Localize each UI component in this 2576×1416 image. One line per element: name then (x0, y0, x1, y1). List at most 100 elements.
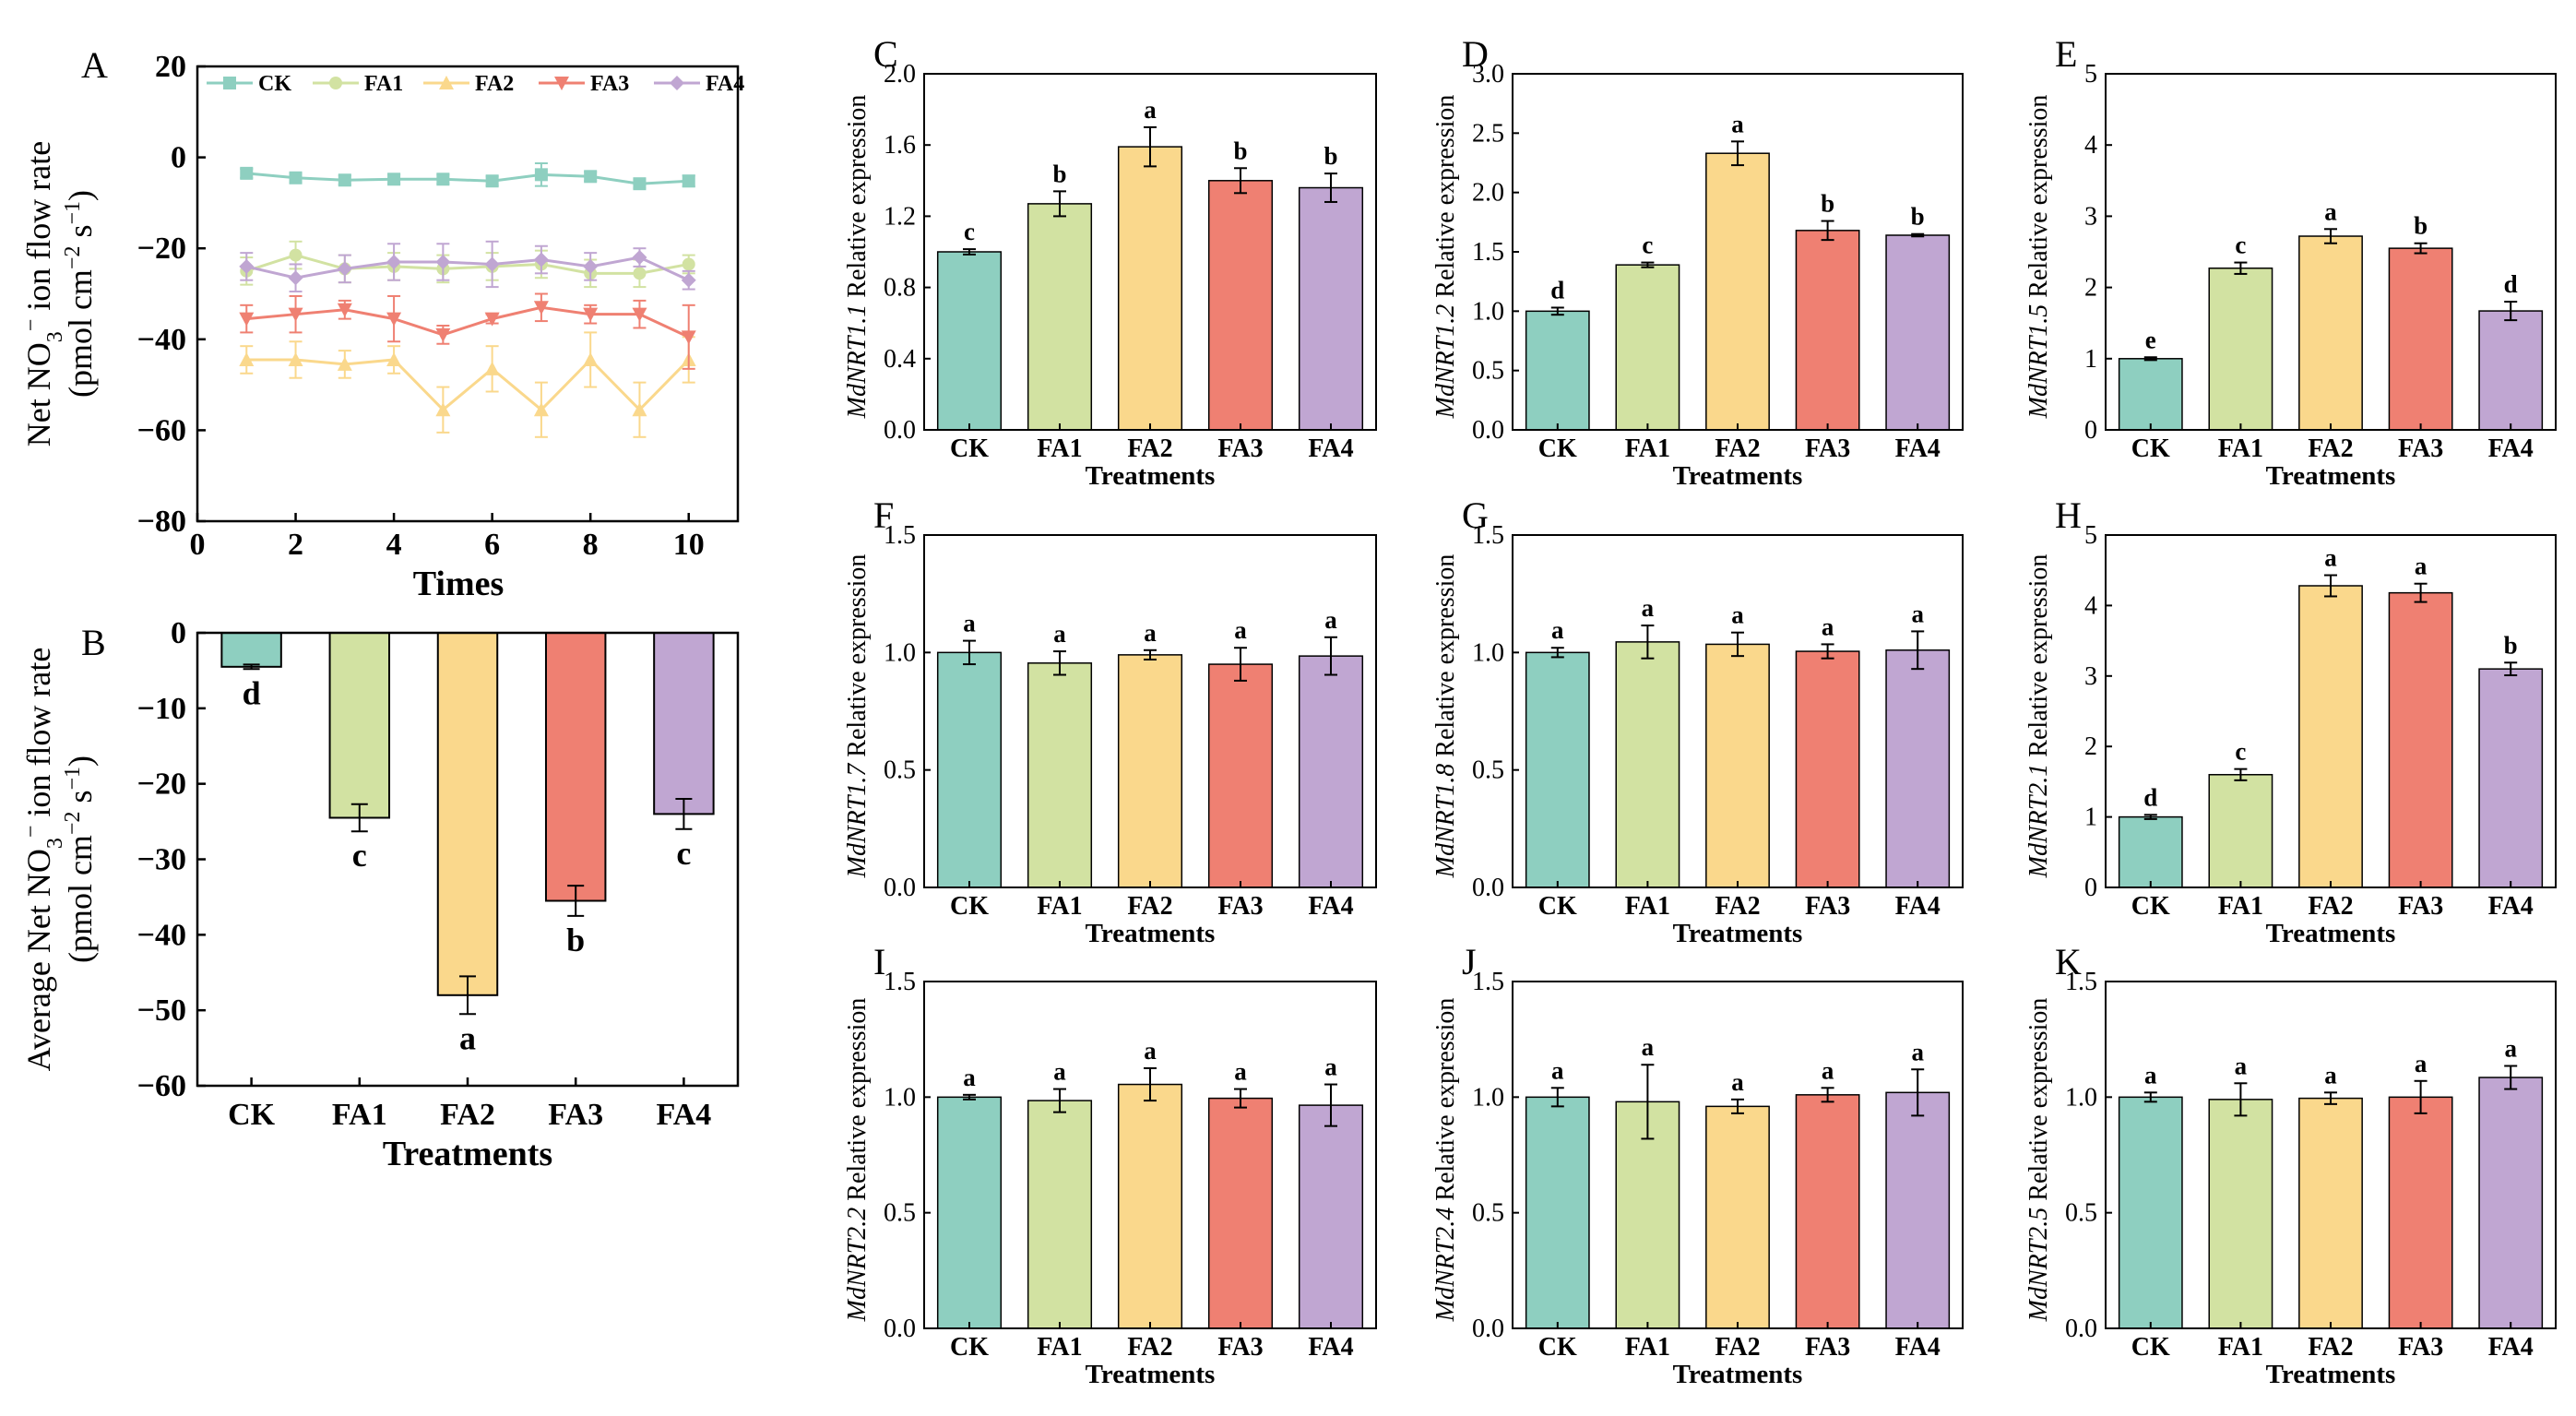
y-tick-label: 1.0 (2065, 1083, 2097, 1112)
significance-letter-FA4: c (676, 835, 691, 872)
y-tick-label: −20 (137, 767, 186, 802)
y-tick-label: 0.0 (884, 416, 916, 445)
significance-letter-CK: a (2144, 1061, 2157, 1089)
x-tick-label: 6 (484, 528, 500, 562)
data-point-CK-7 (534, 168, 548, 182)
x-tick-label-FA1: FA1 (1625, 434, 1670, 463)
data-point-FA2-9 (632, 402, 647, 417)
series-line-FA4 (245, 256, 690, 282)
y-tick-label: 0.0 (1472, 874, 1504, 902)
x-tick-label-FA2: FA2 (2308, 892, 2353, 921)
x-tick-label-CK: CK (950, 434, 989, 463)
y-tick-label: 2 (2084, 732, 2097, 761)
y-tick-label: −60 (137, 413, 186, 447)
bar-CK (936, 1096, 1003, 1329)
significance-letter-CK: d (2143, 783, 2157, 811)
data-point-FA2-2 (288, 351, 303, 366)
data-point-FA2-1 (239, 351, 255, 366)
x-axis-title: Treatments (1673, 919, 1803, 948)
x-tick-label-FA4: FA4 (656, 1098, 711, 1132)
data-point-FA2-4 (386, 351, 402, 366)
bar-FA2 (2298, 1097, 2363, 1329)
data-point-FA4-6 (484, 256, 500, 272)
significance-letter-FA2: a (1731, 601, 1744, 629)
significance-letter-FA2: a (1144, 619, 1157, 647)
y-tick-label: 1.2 (884, 202, 916, 231)
data-point-FA1-9 (633, 267, 647, 280)
y-tick-label: 4 (2084, 131, 2097, 160)
significance-letter-FA1: b (1052, 160, 1066, 187)
y-tick-label: 0 (2084, 416, 2097, 445)
data-point-FA4-8 (583, 258, 599, 274)
bar-FA3 (2388, 247, 2453, 431)
significance-letter-CK: e (2145, 326, 2156, 353)
significance-letter-FA4: a (1324, 606, 1337, 634)
bar-CK (1525, 1096, 1590, 1329)
y-tick-label: 1.0 (1472, 1083, 1504, 1112)
legend-marker-FA4 (670, 76, 684, 90)
bar-FA4 (2478, 668, 2544, 888)
plot-frame-F (923, 534, 1377, 888)
x-tick-label-FA1: FA1 (1625, 1333, 1670, 1362)
bar-FA3 (1207, 663, 1274, 888)
x-tick-label-FA4: FA4 (2488, 1333, 2534, 1362)
y-axis-title-units: (pmol cm−2 s−1) (61, 756, 99, 963)
y-tick-label: 1 (2084, 345, 2097, 374)
bar-FA3 (544, 632, 607, 902)
x-axis-title: Treatments (1673, 1360, 1803, 1389)
x-tick-label-FA3: FA3 (1805, 1333, 1850, 1362)
significance-letter-FA1: c (1642, 232, 1653, 259)
y-tick-label: 0.0 (1472, 1315, 1504, 1343)
y-axis-title: MdNRT1.7 Relative expression (843, 554, 872, 879)
x-tick-label-CK: CK (1538, 892, 1577, 921)
bar-FA1 (2208, 268, 2273, 431)
y-tick-label: 4 (2084, 591, 2097, 620)
bar-FA2 (1117, 1083, 1183, 1329)
significance-letter-FA3: a (1822, 1056, 1834, 1084)
y-axis-title: MdNRT1.2 Relative expression (1431, 95, 1460, 420)
panel-D: d CK c FA1 a FA2 b FA3 b FA4 0.0 0.5 1.0 1.5 2.0 2.5 3.0… (1431, 33, 1964, 491)
x-tick-label-FA2: FA2 (1715, 1333, 1760, 1362)
data-point-FA4-1 (239, 258, 255, 274)
x-axis-title: Treatments (2266, 1360, 2396, 1389)
y-axis-title: MdNRT1.5 Relative expression (2024, 95, 2053, 420)
significance-letter-FA1: a (2235, 1052, 2248, 1079)
significance-letter-CK: a (1551, 616, 1564, 644)
data-point-FA3-2 (288, 307, 303, 322)
panel-B: d CK c FA1 a FA2 b FA3 c FA4 0 −10 −20 −30 −40 −50 −60 Tr… (19, 616, 740, 1173)
y-tick-label: 0.0 (884, 874, 916, 902)
bar-FA1 (1027, 662, 1093, 888)
bar-FA2 (1705, 1105, 1770, 1329)
bar-FA1 (2208, 1099, 2273, 1329)
x-tick-label-FA1: FA1 (2218, 434, 2263, 463)
significance-letter-FA2: a (1144, 1037, 1157, 1065)
x-tick-label-FA3: FA3 (1805, 434, 1850, 463)
panel-F: a CK a FA1 a FA2 a FA3 a FA4 0.0 0.5 1.0 1.5 Treatment… (843, 494, 1377, 948)
y-tick-label: 0.0 (1472, 416, 1504, 445)
x-tick-label-FA3: FA3 (1805, 892, 1850, 921)
y-tick-label: −60 (137, 1069, 186, 1103)
series-line-CK (246, 172, 689, 185)
bar-FA4 (1885, 649, 1951, 888)
data-point-FA3-1 (239, 312, 255, 327)
y-tick-label: 1.6 (884, 131, 916, 160)
y-tick-label: 0 (2084, 874, 2097, 902)
panel-label: J (1462, 941, 1477, 982)
y-tick-label: 0 (171, 141, 186, 175)
significance-letter-CK: a (1551, 1056, 1564, 1084)
plot-frame-A (196, 65, 740, 523)
x-axis-title: Treatments (1086, 1360, 1216, 1389)
bar-FA3 (1795, 230, 1860, 431)
y-tick-label: −10 (137, 692, 186, 726)
bar-FA3 (1207, 1097, 1274, 1329)
y-axis-title: MdNRT2.5 Relative expression (2024, 998, 2053, 1323)
significance-letter-FA1: c (352, 837, 367, 874)
significance-letter-FA2: a (2324, 197, 2337, 225)
y-tick-label: 1.5 (884, 521, 916, 550)
data-point-FA3-9 (632, 307, 647, 322)
bar-FA2 (2298, 585, 2363, 888)
x-tick-label-FA4: FA4 (1308, 434, 1353, 463)
y-tick-label: 0.4 (884, 345, 916, 374)
x-tick-label-CK: CK (2131, 1333, 2170, 1362)
